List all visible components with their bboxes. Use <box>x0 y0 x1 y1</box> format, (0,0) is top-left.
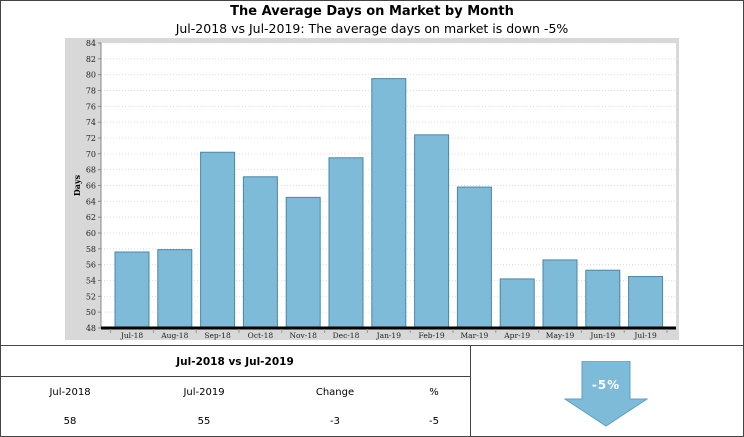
y-tick-label: 58 <box>86 245 96 254</box>
bar-jan-19 <box>371 78 407 329</box>
bar-sep-18 <box>200 151 236 329</box>
bar-jun-19 <box>585 269 621 329</box>
value-jul-2019: 55 <box>197 416 211 427</box>
header-percent: % <box>429 387 439 398</box>
x-tick-label: Aug-18 <box>160 331 188 340</box>
y-tick-label: 84 <box>86 39 96 48</box>
x-tick-label: Jun-19 <box>589 331 615 340</box>
x-tick-label: Feb-19 <box>419 331 445 340</box>
indicator-label: -5% <box>591 378 621 392</box>
y-axis-label: Days <box>72 174 82 196</box>
x-tick-label: Nov-18 <box>289 331 317 340</box>
y-tick-label: 78 <box>86 87 96 96</box>
y-tick-label: 60 <box>86 229 96 238</box>
bar-jul-18 <box>114 251 150 329</box>
y-tick-label: 50 <box>86 308 96 317</box>
bar-nov-18 <box>285 196 321 329</box>
bar-may-19 <box>542 259 578 329</box>
column-divider <box>470 345 471 436</box>
y-tick-label: 72 <box>86 134 96 143</box>
header-change: Change <box>315 387 355 398</box>
arrow-down-icon <box>563 360 649 427</box>
y-tick-label: 70 <box>86 150 96 159</box>
bar-dec-18 <box>328 157 364 329</box>
y-tick-label: 76 <box>86 102 96 111</box>
x-tick-label: Jul-18 <box>120 331 144 340</box>
x-tick-label: Jul-19 <box>633 331 657 340</box>
y-tick-label: 68 <box>86 166 96 175</box>
y-tick-label: 82 <box>86 55 96 64</box>
x-tick-label: Sep-18 <box>204 331 231 340</box>
y-tick-label: 52 <box>86 292 96 301</box>
section-divider <box>0 345 744 346</box>
x-tick-label: Jan-19 <box>376 331 402 340</box>
y-tick-label: 54 <box>86 277 96 286</box>
chart-subtitle: Jul-2018 vs Jul-2019: The average days o… <box>175 21 569 36</box>
bar-mar-19 <box>456 186 492 329</box>
value-percent: -5 <box>429 416 439 427</box>
y-tick-label: 64 <box>86 197 96 206</box>
y-tick-label: 48 <box>86 324 96 333</box>
header-jul-2019: Jul-2019 <box>183 387 225 398</box>
x-tick-label: May-19 <box>546 331 575 340</box>
x-tick-label: Oct-18 <box>248 331 274 340</box>
value-change: -3 <box>330 416 340 427</box>
x-tick-label: Apr-19 <box>503 331 530 340</box>
x-tick-label: Dec-18 <box>333 331 360 340</box>
bar-feb-19 <box>414 134 450 329</box>
header-jul-2018: Jul-2018 <box>49 387 91 398</box>
y-tick-label: 74 <box>86 118 96 127</box>
down-arrow-indicator: -5% <box>563 360 649 427</box>
bar-apr-19 <box>499 278 535 329</box>
bar-aug-18 <box>157 249 193 329</box>
bar-chart: 48 50 52 54 56 58 60 62 64 66 68 70 72 74 76 78 80 82 84 Da… <box>65 38 679 340</box>
y-tick-label: 80 <box>86 71 96 80</box>
value-jul-2018: 58 <box>63 416 77 427</box>
bar-oct-18 <box>242 176 278 329</box>
comparison-title: Jul-2018 vs Jul-2019 <box>176 356 294 368</box>
chart-title: The Average Days on Market by Month <box>230 4 514 19</box>
x-tick-label: Mar-19 <box>460 331 488 340</box>
bar-jul-19 <box>628 276 664 329</box>
table-header-divider <box>0 376 470 377</box>
y-tick-label: 56 <box>86 261 96 270</box>
y-tick-label: 62 <box>86 213 96 222</box>
y-tick-label: 66 <box>86 182 96 191</box>
